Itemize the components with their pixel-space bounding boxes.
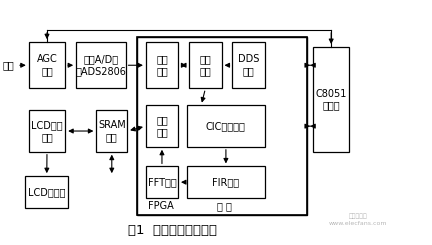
Text: LCD显示器: LCD显示器 bbox=[28, 187, 66, 197]
Bar bbox=[187, 166, 265, 198]
Text: 电子发烧友
www.elecfans.com: 电子发烧友 www.elecfans.com bbox=[329, 214, 388, 226]
Bar bbox=[146, 42, 178, 88]
Bar bbox=[137, 37, 307, 215]
Text: 总 线: 总 线 bbox=[217, 201, 232, 211]
Text: 取模
运算: 取模 运算 bbox=[156, 115, 168, 137]
Bar bbox=[29, 42, 65, 88]
Text: C8051
单片机: C8051 单片机 bbox=[315, 88, 347, 110]
Text: FPGA: FPGA bbox=[148, 201, 174, 211]
Bar bbox=[137, 37, 307, 215]
Bar bbox=[146, 105, 178, 147]
Text: 数字
混频: 数字 混频 bbox=[200, 54, 211, 76]
Bar bbox=[313, 47, 349, 152]
Bar bbox=[232, 42, 265, 88]
Bar bbox=[96, 110, 127, 152]
Bar bbox=[146, 166, 178, 198]
Bar bbox=[29, 110, 65, 152]
Bar bbox=[189, 42, 222, 88]
Bar bbox=[187, 105, 265, 147]
Text: FFT模块: FFT模块 bbox=[148, 177, 176, 187]
Text: FIR滤波: FIR滤波 bbox=[213, 177, 239, 187]
Text: 高速A/D转
换ADS2806: 高速A/D转 换ADS2806 bbox=[75, 54, 126, 76]
Text: 图1  系统总体设计框图: 图1 系统总体设计框图 bbox=[128, 224, 217, 237]
Text: SRAM
存储: SRAM 存储 bbox=[98, 120, 126, 142]
Bar bbox=[76, 42, 126, 88]
Text: DDS
模块: DDS 模块 bbox=[238, 54, 259, 76]
Text: CIC抽取滤波: CIC抽取滤波 bbox=[206, 121, 246, 131]
Bar bbox=[25, 176, 68, 208]
Text: LCD控制
模块: LCD控制 模块 bbox=[31, 120, 63, 142]
Text: 信号: 信号 bbox=[3, 60, 15, 70]
Text: AGC
模块: AGC 模块 bbox=[37, 54, 57, 76]
Text: 数据
选择: 数据 选择 bbox=[156, 54, 168, 76]
